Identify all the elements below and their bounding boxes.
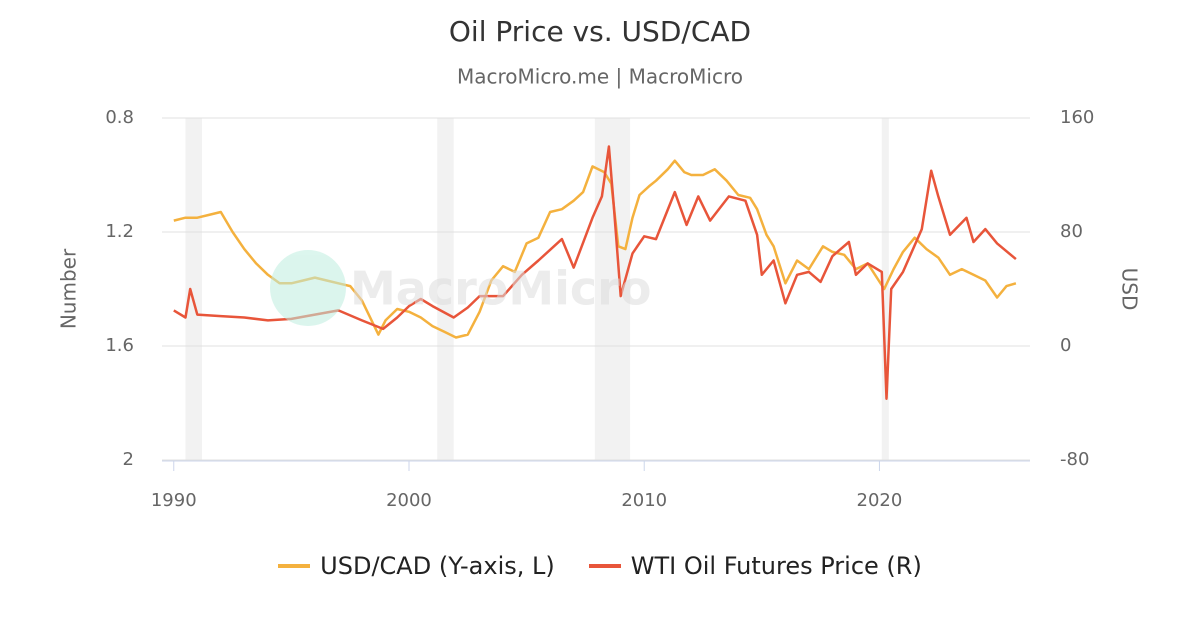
y2-tick-label: -80: [1060, 449, 1089, 470]
chart-title: Oil Price vs. USD/CAD: [449, 15, 751, 48]
watermark: MacroMicro: [270, 250, 651, 326]
y-tick-label: 0.8: [105, 107, 134, 128]
legend-label: WTI Oil Futures Price (R): [630, 552, 922, 580]
recession-band: [437, 118, 454, 460]
watermark-text: MacroMicro: [350, 262, 651, 316]
legend: USD/CAD (Y-axis, L) WTI Oil Futures Price…: [0, 552, 1200, 580]
recession-band: [185, 118, 202, 460]
y2-tick-label: 0: [1060, 335, 1071, 356]
y2-tick-label: 160: [1060, 107, 1094, 128]
legend-item[interactable]: USD/CAD (Y-axis, L): [278, 552, 555, 580]
legend-label: USD/CAD (Y-axis, L): [320, 552, 555, 580]
y-axis-label: Number: [57, 248, 81, 329]
y-tick-label: 2: [123, 449, 134, 470]
legend-swatch: [588, 564, 621, 568]
chart-subtitle: MacroMicro.me | MacroMicro: [457, 65, 743, 89]
x-tick-label: 1990: [151, 490, 197, 511]
legend-swatch: [278, 564, 311, 568]
x-tick-label: 2000: [386, 490, 432, 511]
watermark-logo: [270, 250, 346, 326]
legend-item[interactable]: WTI Oil Futures Price (R): [588, 552, 922, 580]
y2-tick-label: 80: [1060, 221, 1083, 242]
y2-axis-label: USD: [1118, 268, 1142, 311]
y-tick-label: 1.6: [105, 335, 134, 356]
y-tick-label: 1.2: [105, 221, 134, 242]
series-line: [173, 145, 1017, 400]
x-tick-label: 2010: [621, 490, 667, 511]
x-tick-label: 2020: [857, 490, 903, 511]
